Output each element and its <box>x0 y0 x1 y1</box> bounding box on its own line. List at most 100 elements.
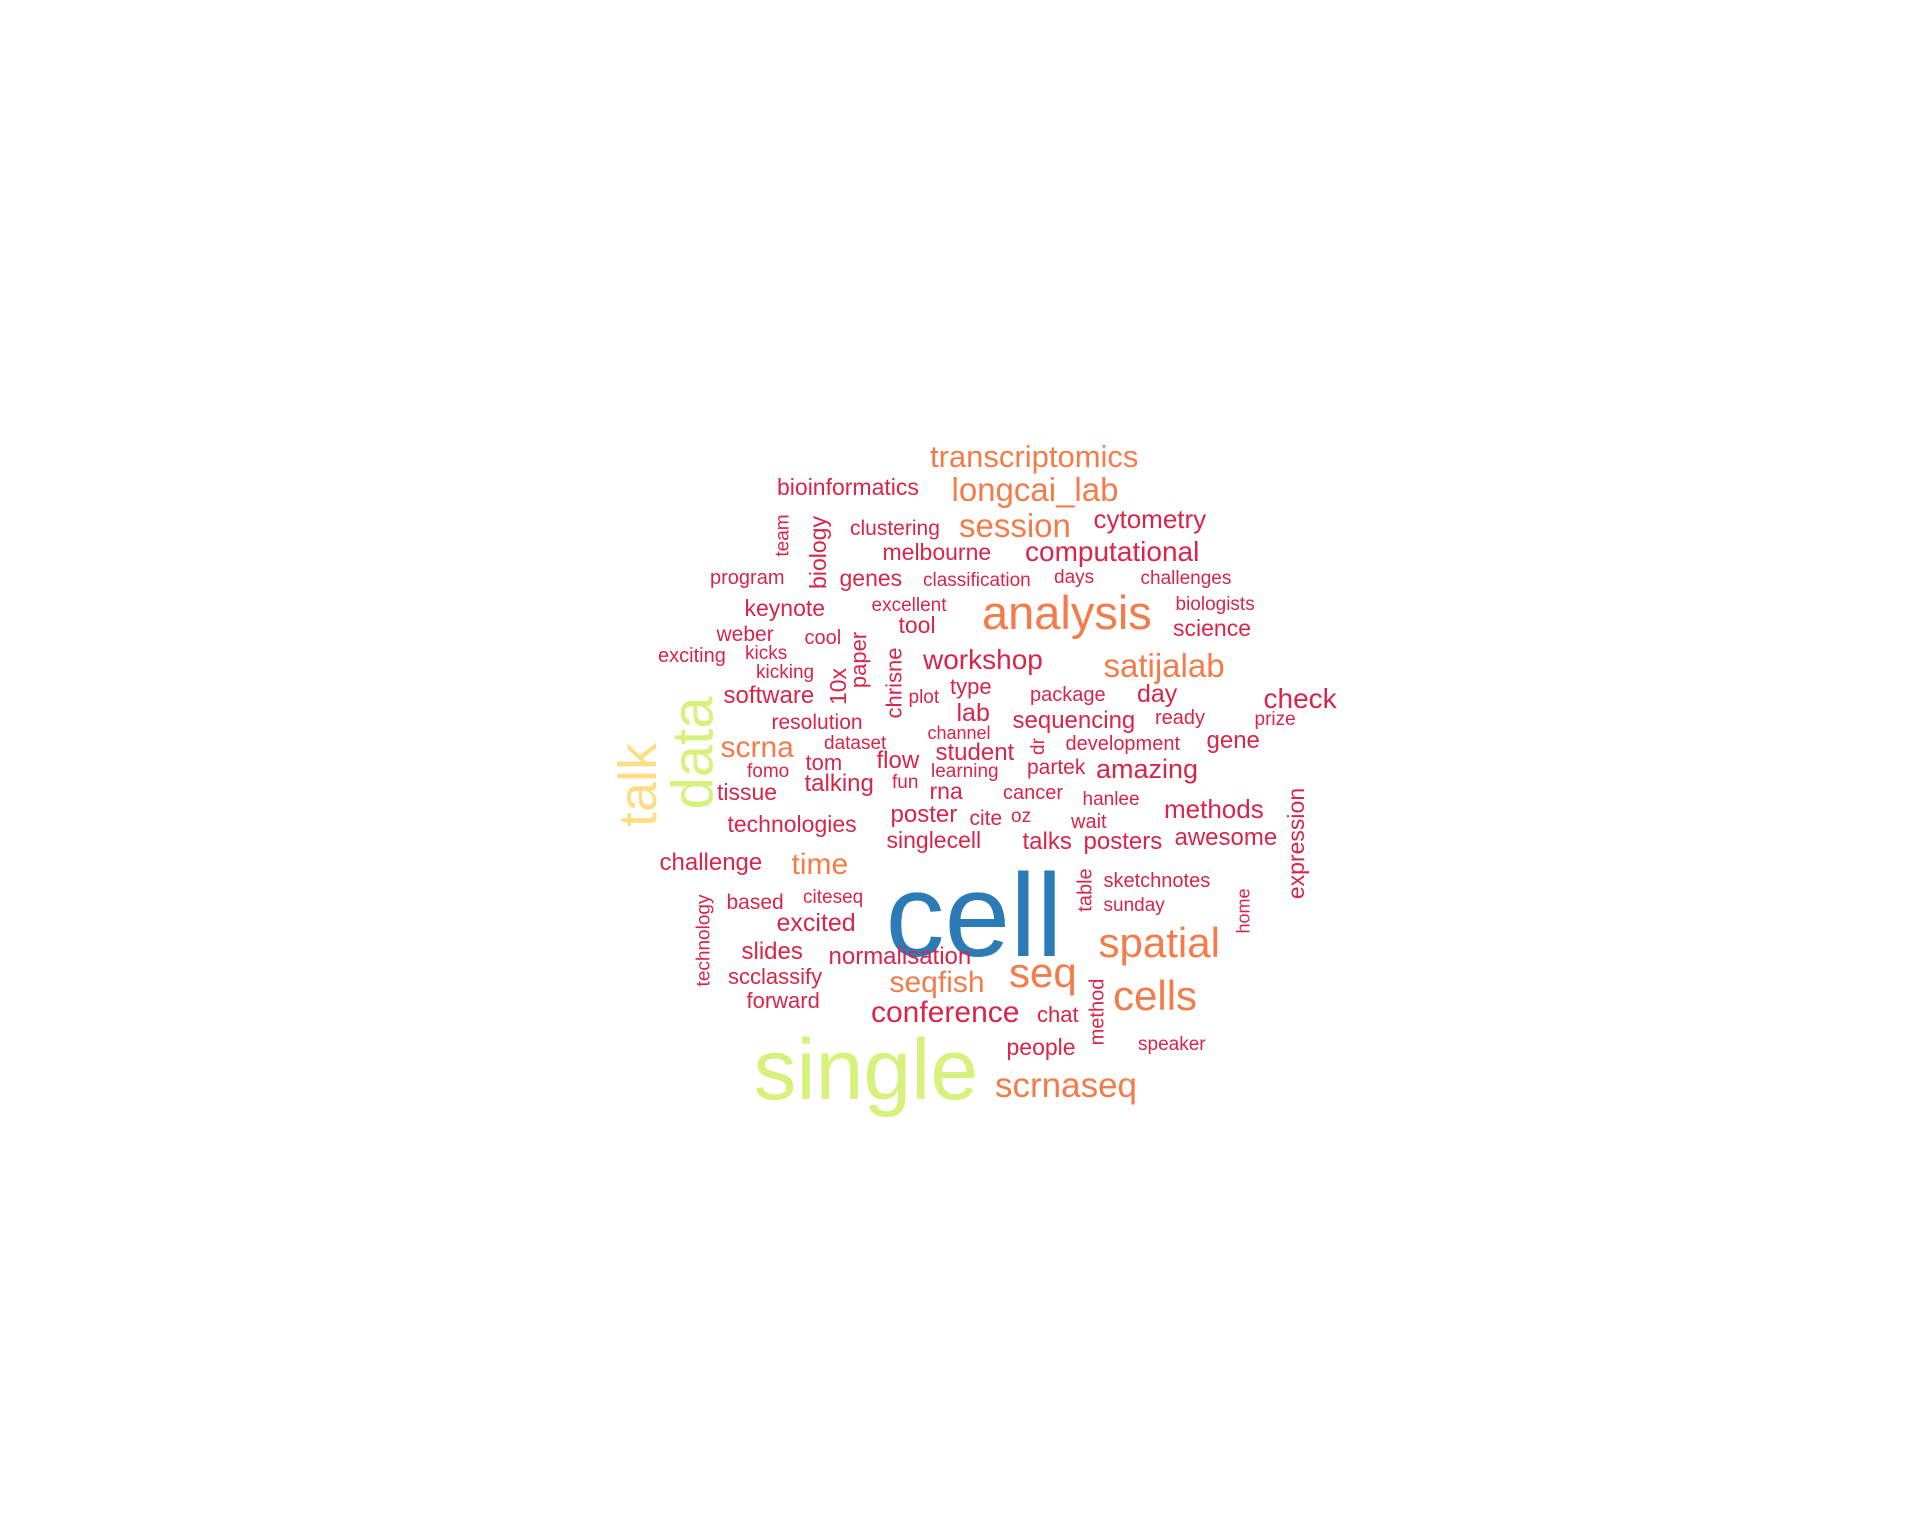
word-sequencing: sequencing <box>1012 707 1136 734</box>
word-awesome: awesome <box>1174 824 1278 851</box>
word-package: package <box>1030 684 1106 706</box>
word-resolution: resolution <box>771 710 863 734</box>
word-challenge: challenge <box>659 849 763 876</box>
word-rna: rna <box>929 777 963 804</box>
word-channel: channel <box>927 723 991 743</box>
word-10x: 10x <box>824 667 851 705</box>
word-keynote: keynote <box>744 594 826 621</box>
word-computational: computational <box>1025 536 1200 567</box>
word-home: home <box>1233 888 1254 934</box>
word-prize: prize <box>1254 708 1296 730</box>
word-kicks: kicks <box>745 642 788 664</box>
word-partek: partek <box>1027 755 1086 779</box>
word-ready: ready <box>1155 707 1206 729</box>
word-plot: plot <box>908 686 940 708</box>
word-development: development <box>1065 733 1181 755</box>
word-day: day <box>1137 679 1178 708</box>
word-cancer: cancer <box>1003 782 1064 804</box>
word-time: time <box>791 848 849 881</box>
word-dr: dr <box>1027 737 1049 755</box>
word-technology: technology <box>693 894 715 986</box>
word-talking: talking <box>804 770 874 797</box>
word-kicking: kicking <box>756 661 815 683</box>
word-lab: lab <box>956 698 990 727</box>
word-cytometry: cytometry <box>1093 504 1207 534</box>
word-technologies: technologies <box>727 810 857 837</box>
word-longcai-lab: longcai_lab <box>951 470 1119 508</box>
word-fomo: fomo <box>747 760 790 782</box>
word-gene: gene <box>1206 727 1260 754</box>
word-speaker: speaker <box>1138 1033 1206 1055</box>
word-forward: forward <box>746 988 820 1013</box>
word-wait: wait <box>1071 811 1107 833</box>
word-normalisation: normalisation <box>828 943 972 970</box>
word-transcriptomics: transcriptomics <box>930 438 1139 474</box>
word-singlecell: singlecell <box>886 826 982 853</box>
word-flow: flow <box>876 747 920 774</box>
word-slides: slides <box>741 938 803 965</box>
word-chat: chat <box>1037 1002 1079 1027</box>
word-expression: expression <box>1282 787 1309 899</box>
word-learning: learning <box>931 760 999 782</box>
word-analysis: analysis <box>982 585 1152 639</box>
word-bioinformatics: bioinformatics <box>777 473 919 500</box>
word-sketchnotes: sketchnotes <box>1103 870 1211 892</box>
word-scrnaseq: scrnaseq <box>995 1065 1138 1105</box>
word-cell: cell <box>885 850 1063 982</box>
word-cells: cells <box>1113 972 1198 1019</box>
word-genes: genes <box>839 564 903 591</box>
word-sunday: sunday <box>1103 894 1165 916</box>
word-single: single <box>753 1022 979 1118</box>
word-posters: posters <box>1083 828 1163 855</box>
word-excellent: excellent <box>871 594 947 616</box>
word-cite: cite <box>969 806 1003 830</box>
word-table: table <box>1074 868 1097 912</box>
word-program: program <box>710 567 785 589</box>
word-methods: methods <box>1164 794 1264 824</box>
word-melbourne: melbourne <box>882 538 992 565</box>
word-excited: excited <box>776 908 856 937</box>
word-science: science <box>1173 614 1251 641</box>
word-type: type <box>950 674 992 699</box>
word-workshop: workshop <box>923 644 1043 675</box>
word-paper: paper <box>846 631 872 689</box>
word-days: days <box>1054 566 1095 588</box>
word-scclassify: scclassify <box>728 964 823 989</box>
word-people: people <box>1006 1033 1076 1060</box>
word-spatial: spatial <box>1098 919 1220 966</box>
word-team: team <box>772 513 794 557</box>
word-method: method <box>1085 978 1108 1046</box>
word-clustering: clustering <box>850 516 940 540</box>
word-seq: seq <box>1009 949 1077 996</box>
word-amazing: amazing <box>1096 753 1199 784</box>
word-challenges: challenges <box>1140 567 1232 589</box>
word-scrna: scrna <box>720 731 794 764</box>
word-tissue: tissue <box>717 778 778 805</box>
word-cool: cool <box>804 627 842 649</box>
word-citeseq: citeseq <box>803 886 864 908</box>
word-seqfish: seqfish <box>889 966 985 999</box>
word-software: software <box>723 682 815 709</box>
word-talk: talk <box>608 742 669 828</box>
word-student: student <box>935 739 1015 766</box>
word-dataset: dataset <box>824 732 887 754</box>
word-satijalab: satijalab <box>1103 646 1225 684</box>
word-hanlee: hanlee <box>1082 788 1140 810</box>
word-tool: tool <box>898 611 936 638</box>
word-talks: talks <box>1022 828 1072 855</box>
word-check: check <box>1263 683 1337 714</box>
word-oz: oz <box>1011 805 1032 827</box>
word-biologists: biologists <box>1175 593 1255 615</box>
word-data: data <box>659 696 725 810</box>
word-weber: weber <box>716 622 774 646</box>
word-exciting: exciting <box>658 645 726 667</box>
word-biology: biology <box>804 515 831 589</box>
word-classification: classification <box>923 569 1031 591</box>
word-based: based <box>726 890 784 914</box>
word-poster: poster <box>890 801 958 828</box>
word-chrisne: chrisne <box>880 647 906 719</box>
word-conference: conference <box>871 996 1020 1029</box>
word-session: session <box>959 506 1071 544</box>
word-fun: fun <box>892 771 919 793</box>
